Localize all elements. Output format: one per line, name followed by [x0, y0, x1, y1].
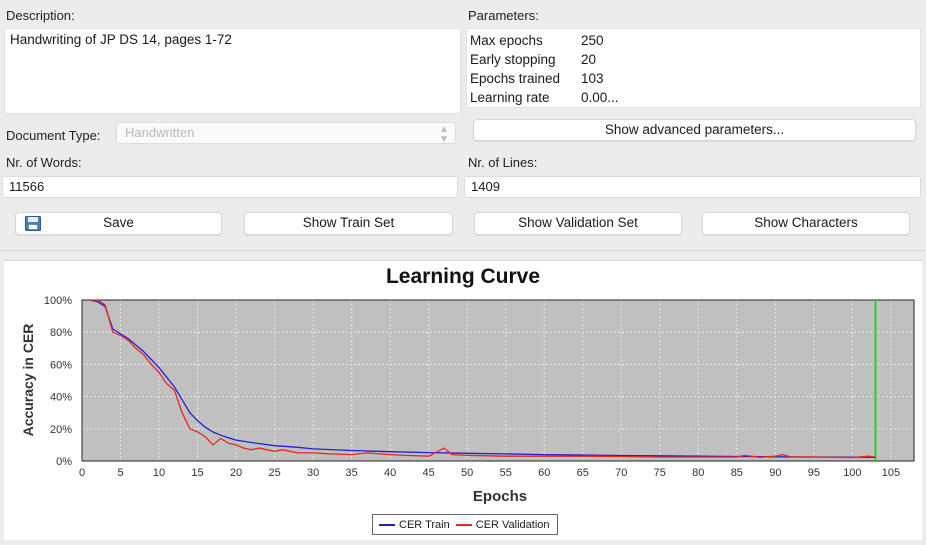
x-tick-label: 30	[307, 467, 319, 479]
show-advanced-parameters-button[interactable]: Show advanced parameters...	[473, 119, 916, 141]
parameters-panel: Max epochs 250 Early stopping 20 Epochs …	[466, 28, 921, 108]
learning-curve-chart: 0 5 10 15 20 25 30 35 40 45 50 55 60 65 70 75 80 85 90 95 10…	[44, 295, 915, 479]
x-tick-label: 50	[461, 467, 473, 479]
param-row-max-epochs: Max epochs 250	[470, 31, 917, 50]
lines-label: Nr. of Lines:	[468, 155, 538, 170]
plot-area	[82, 300, 914, 461]
description-text: Handwriting of JP DS 14, pages 1-72	[10, 32, 232, 47]
param-row-epochs-trained: Epochs trained 103	[470, 69, 917, 88]
legend-item-train: CER Train	[379, 519, 450, 531]
x-tick-label: 90	[769, 467, 781, 479]
y-tick-label: 60%	[50, 359, 72, 371]
plot-border	[81, 299, 915, 462]
floppy-disk-icon	[25, 216, 41, 231]
save-button-label: Save	[103, 215, 134, 230]
y-tick-label: 20%	[50, 424, 72, 436]
chart-y-axis-label: Accuracy in CER	[20, 323, 36, 437]
save-button[interactable]: Save	[15, 212, 222, 235]
param-value: 103	[581, 71, 604, 86]
x-tick-label: 70	[615, 467, 627, 479]
document-type-value: Handwritten	[125, 125, 195, 140]
series-line-cer-train	[89, 299, 876, 458]
x-tick-label: 0	[79, 467, 85, 479]
x-tick-label: 35	[346, 467, 358, 479]
description-label: Description:	[6, 8, 75, 23]
param-value: 20	[581, 52, 597, 67]
param-key: Learning rate	[470, 90, 550, 105]
param-key: Early stopping	[470, 52, 556, 67]
x-tick-label: 20	[230, 467, 242, 479]
x-tick-label: 5	[117, 467, 123, 479]
x-tick-label: 105	[882, 467, 900, 479]
x-tick-label: 60	[538, 467, 550, 479]
x-tick-label: 100	[843, 467, 861, 479]
legend-swatch-validation	[455, 523, 472, 526]
parameters-label: Parameters:	[468, 8, 539, 23]
x-tick-label: 15	[191, 467, 203, 479]
param-row-learning-rate: Learning rate 0.00...	[470, 88, 917, 107]
x-tick-label: 65	[577, 467, 589, 479]
words-label: Nr. of Words:	[6, 155, 82, 170]
x-tick-label: 85	[731, 467, 743, 479]
param-row-early-stopping: Early stopping 20	[470, 50, 917, 69]
section-divider	[0, 250, 926, 251]
param-key: Epochs trained	[470, 71, 561, 86]
chart-title: Learning Curve	[385, 265, 541, 288]
document-type-select[interactable]: Handwritten ▲ ▼	[116, 122, 456, 145]
y-tick-label: 40%	[50, 392, 72, 404]
x-tick-label: 95	[808, 467, 820, 479]
chart-x-axis-label: Epochs	[472, 488, 528, 505]
param-key: Max epochs	[470, 33, 543, 48]
words-field[interactable]: 11566	[2, 176, 458, 198]
x-tick-label: 55	[500, 467, 512, 479]
y-tick-label: 100%	[44, 295, 72, 307]
show-validation-set-button[interactable]: Show Validation Set	[474, 212, 682, 235]
chart-legend: CER Train CER Validation	[372, 514, 558, 535]
show-train-set-button[interactable]: Show Train Set	[244, 212, 453, 235]
x-tick-label: 75	[654, 467, 666, 479]
show-characters-button[interactable]: Show Characters	[702, 212, 910, 235]
legend-item-validation: CER Validation	[455, 518, 550, 531]
y-tick-label: 0%	[56, 456, 72, 468]
x-tick-label: 10	[153, 467, 165, 479]
legend-label-train: CER Train	[399, 518, 450, 531]
x-tick-label: 25	[268, 467, 280, 479]
param-value: 250	[581, 33, 604, 48]
x-tick-label: 80	[692, 467, 704, 479]
x-tick-label: 40	[384, 467, 396, 479]
param-value: 0.00...	[581, 90, 619, 105]
legend-label-validation: CER Validation	[475, 518, 550, 531]
x-tick-label: 45	[423, 467, 435, 479]
document-type-label: Document Type:	[6, 128, 101, 143]
series-line-cer-validation	[89, 299, 876, 459]
chevron-updown-icon: ▲ ▼	[439, 124, 449, 145]
legend-swatch-train	[379, 523, 395, 526]
description-textarea[interactable]: Handwriting of JP DS 14, pages 1-72	[4, 28, 461, 114]
y-tick-label: 80%	[50, 327, 72, 339]
lines-field[interactable]: 1409	[464, 176, 921, 198]
